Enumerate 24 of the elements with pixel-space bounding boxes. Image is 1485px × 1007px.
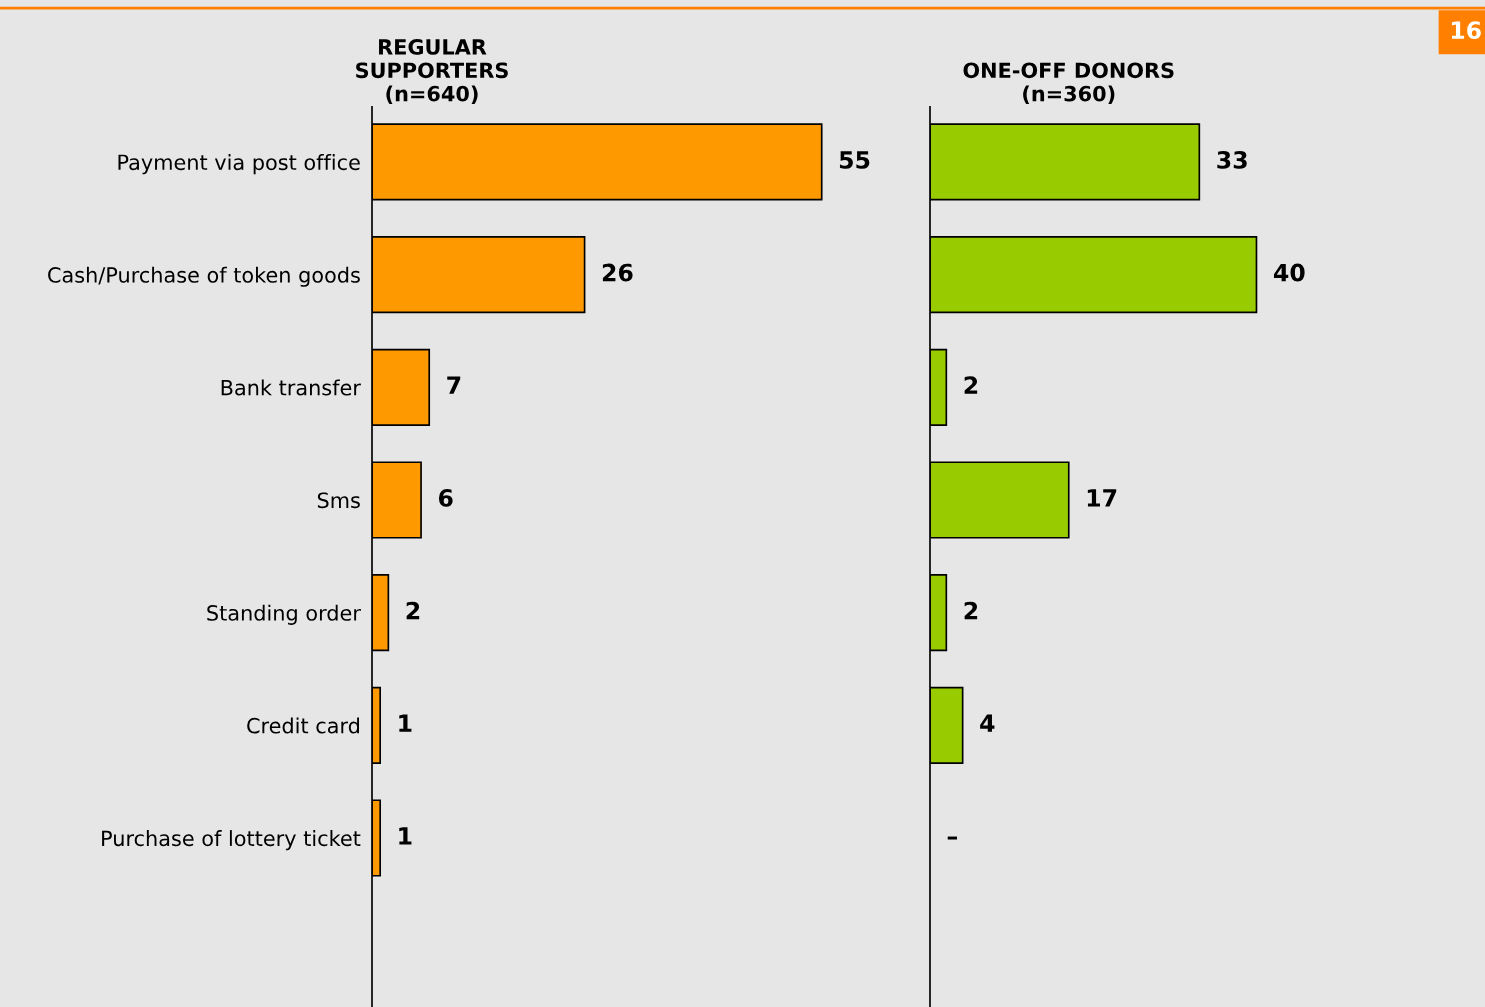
data-label: 2 [964,601,978,620]
y-tick-label: Payment via post office [118,154,360,175]
y-tick-label: Bank transfer [221,379,361,396]
data-label: 1 [399,714,412,732]
data-label: 33 [1217,150,1247,169]
data-label: 40 [1273,263,1305,282]
text: 16 [1451,21,1481,40]
y-tick-label: Credit card [247,717,359,734]
y-tick-label: Standing order [207,604,361,625]
chart-title: ONE-OFF DONORS (n=360) [963,62,1174,104]
data-label: 6 [438,488,453,507]
data-label: 2 [964,376,978,394]
y-tick-label: Sms [317,492,360,509]
data-label: 55 [839,151,870,169]
text: – [947,836,957,840]
data-label: 4 [980,714,995,732]
y-tick-label: Purchase of lottery ticket [102,830,361,851]
data-label: 17 [1087,489,1117,507]
chart-title: REGULAR SUPPORTERS (n=640) [356,39,508,104]
data-label: 2 [406,601,420,620]
y-tick-label: Cash/Purchase of token goods [48,266,360,287]
data-label: 26 [602,263,633,282]
data-label: 7 [447,376,461,394]
data-label: 1 [399,827,412,845]
